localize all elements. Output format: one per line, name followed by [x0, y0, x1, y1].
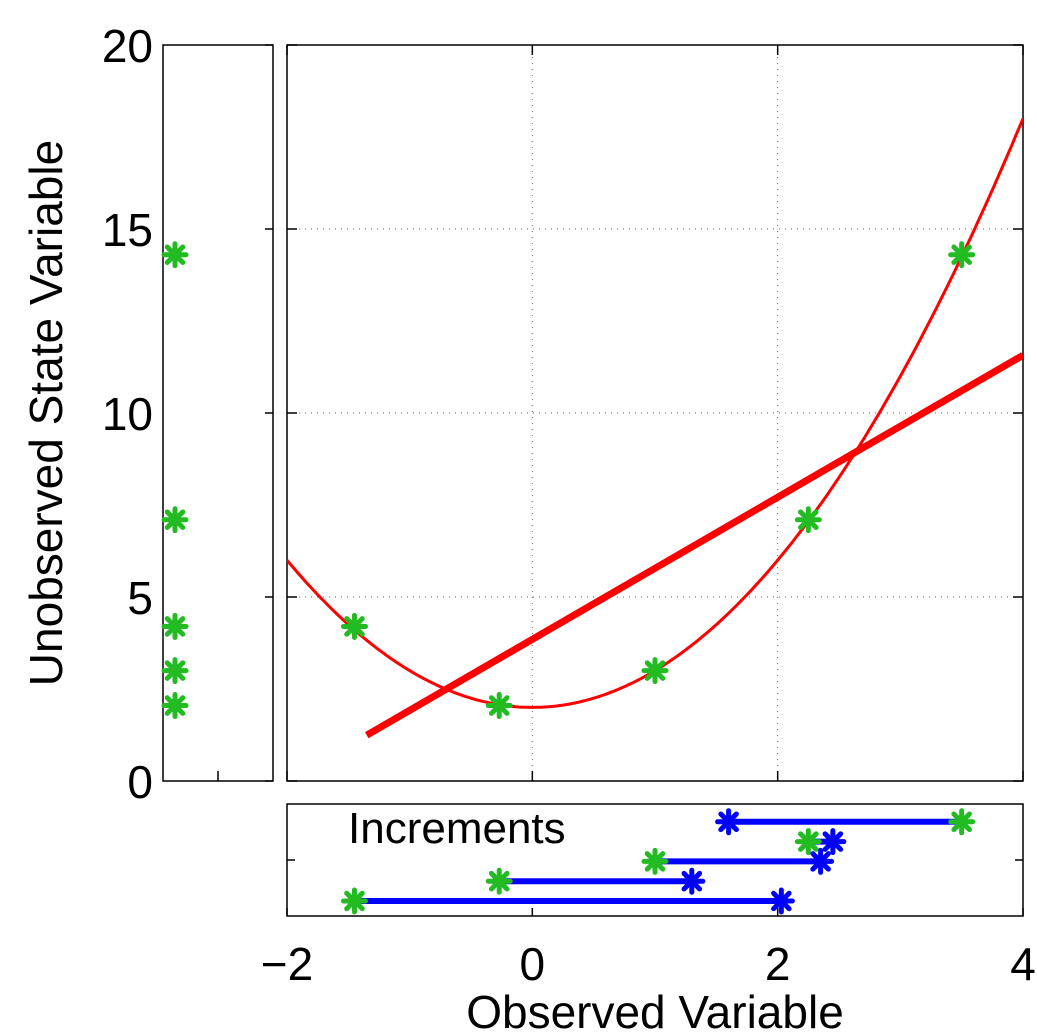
x-tick-label: 2: [765, 938, 791, 990]
posterior-point: [767, 887, 795, 915]
marginal-plot-frame: [162, 44, 274, 782]
ensemble-point: [485, 692, 513, 720]
increments: [340, 808, 976, 915]
x-tick-label: −2: [261, 938, 313, 990]
x-tick-label: 0: [520, 938, 546, 990]
y-tick-label: 0: [127, 756, 153, 808]
y-tick-label: 10: [102, 388, 153, 440]
y-tick-label: 5: [127, 572, 153, 624]
y-tick-label: 15: [102, 204, 153, 256]
posterior-point: [807, 847, 835, 875]
marginal-point: [161, 612, 189, 640]
y-axis-label: Unobserved State Variable: [20, 140, 72, 686]
prior-point: [485, 867, 513, 895]
posterior-point: [819, 828, 847, 856]
y-tick-label: 20: [102, 20, 153, 72]
increments-annotation: Increments: [348, 804, 566, 853]
prior-point: [794, 828, 822, 856]
ensemble-point: [948, 241, 976, 269]
marginal-point: [161, 241, 189, 269]
ensemble-point: [641, 657, 669, 685]
marginal-point: [161, 692, 189, 720]
marginal-point: [161, 506, 189, 534]
ensemble-point: [794, 506, 822, 534]
x-axis-label: Observed Variable: [466, 986, 844, 1035]
posterior-point: [678, 867, 706, 895]
regression-line: [364, 352, 1023, 739]
prior-point: [641, 847, 669, 875]
prior-point: [340, 887, 368, 915]
points: [340, 241, 976, 720]
prior-point: [948, 808, 976, 836]
ensemble-point: [340, 612, 368, 640]
x-ticks: −2 0 2 4: [261, 45, 1036, 990]
posterior-point: [715, 808, 743, 836]
y-ticks: 0 5 10 15 20: [102, 20, 1023, 808]
marginal-points: [161, 241, 189, 720]
marginal-point: [161, 657, 189, 685]
x-tick-label: 4: [1010, 938, 1036, 990]
